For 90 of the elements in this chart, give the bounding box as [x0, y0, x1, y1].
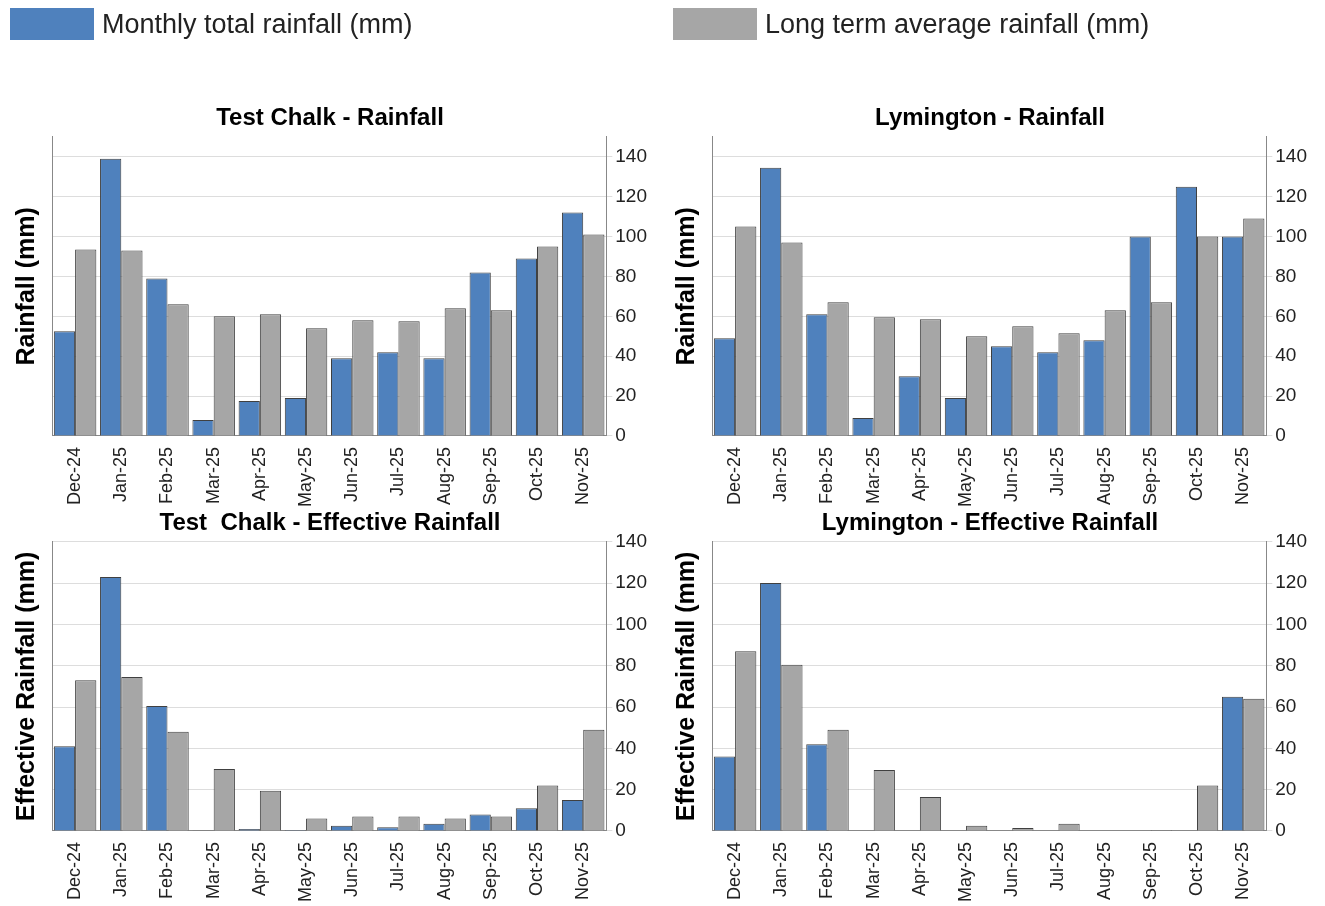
y-tick-label: 20	[615, 777, 637, 799]
y-tick-label: 60	[615, 695, 637, 717]
x-tick-label: Oct-25	[1185, 446, 1206, 502]
x-tick-label: Aug-25	[433, 841, 454, 901]
x-tick-label: Feb-25	[816, 446, 837, 505]
x-tick-label: Jul-25	[1047, 446, 1068, 497]
x-tick-label: Sep-25	[479, 446, 500, 506]
y-tick-label: 80	[615, 264, 637, 286]
y-tick-label: 100	[615, 224, 647, 246]
x-tick-label: Dec-24	[64, 446, 85, 506]
x-tick-label: Jun-25	[1001, 446, 1022, 503]
chart-title: Lymington - Rainfall	[875, 103, 1105, 131]
x-tick-label: Apr-25	[248, 841, 269, 897]
chart-title: Lymington - Effective Rainfall	[821, 508, 1159, 536]
y-tick-label: 120	[1275, 571, 1307, 593]
chart-title: Test Chalk - Rainfall	[216, 103, 444, 131]
y-tick-label: 80	[615, 653, 637, 675]
y-tick-label: 120	[615, 571, 647, 593]
y-tick-label: 0	[1275, 819, 1286, 841]
x-tick-label: Jan-25	[770, 841, 791, 898]
x-tick-label: Nov-25	[1232, 446, 1253, 506]
x-tick-label: Apr-25	[908, 446, 929, 502]
y-tick-label: 40	[615, 344, 637, 366]
y-axis-title: Rainfall (mm)	[10, 207, 39, 366]
x-tick-label: Jan-25	[110, 841, 131, 898]
x-tick-label: Nov-25	[572, 446, 593, 506]
y-tick-label: 80	[1275, 264, 1297, 286]
y-tick-label: 100	[1275, 612, 1307, 634]
y-tick-label: 60	[615, 304, 637, 326]
x-tick-label: Feb-25	[156, 841, 177, 900]
y-axis-title: Rainfall (mm)	[670, 207, 699, 366]
x-tick-label: Dec-24	[724, 841, 745, 901]
y-tick-label: 20	[615, 384, 637, 406]
y-tick-label: 120	[1275, 184, 1307, 206]
x-tick-label: Jan-25	[770, 446, 791, 503]
x-tick-label: Oct-25	[525, 446, 546, 502]
y-tick-label: 140	[1275, 144, 1307, 166]
x-tick-label: Mar-25	[862, 446, 883, 504]
x-tick-label: Apr-25	[908, 841, 929, 897]
x-tick-label: Aug-25	[1093, 841, 1114, 901]
x-tick-label: Mar-25	[202, 841, 223, 899]
x-tick-label: Dec-24	[724, 446, 745, 506]
x-tick-label: Mar-25	[862, 841, 883, 899]
x-tick-label: Jul-25	[1047, 841, 1068, 892]
x-tick-label: Oct-25	[525, 841, 546, 897]
x-tick-label: Aug-25	[1093, 446, 1114, 506]
y-axis-title: Effective Rainfall (mm)	[10, 551, 39, 822]
y-tick-label: 80	[1275, 653, 1297, 675]
x-tick-label: Nov-25	[1232, 841, 1253, 901]
x-tick-label: Sep-25	[479, 841, 500, 901]
x-tick-label: Jun-25	[341, 446, 362, 503]
x-tick-label: Aug-25	[433, 446, 454, 506]
y-tick-label: 140	[1275, 530, 1307, 552]
x-tick-label: Jan-25	[110, 446, 131, 503]
y-tick-label: 0	[1275, 424, 1286, 446]
y-tick-label: 40	[615, 736, 637, 758]
x-tick-label: Sep-25	[1139, 446, 1160, 506]
x-tick-label: Mar-25	[202, 446, 223, 504]
y-tick-label: 100	[615, 612, 647, 634]
x-tick-label: Nov-25	[572, 841, 593, 901]
x-tick-label: Sep-25	[1139, 841, 1160, 901]
legend-label: Long term average rainfall (mm)	[765, 8, 1150, 40]
legend-label: Monthly total rainfall (mm)	[102, 8, 413, 40]
y-tick-label: 120	[615, 184, 647, 206]
y-axis-title: Effective Rainfall (mm)	[670, 551, 699, 822]
x-tick-label: May-25	[955, 446, 976, 508]
y-tick-label: 20	[1275, 777, 1297, 799]
y-tick-label: 140	[615, 530, 647, 552]
chart-title: Test Chalk - Effective Rainfall	[159, 508, 501, 536]
y-tick-label: 60	[1275, 304, 1297, 326]
y-tick-label: 0	[615, 819, 626, 841]
x-tick-label: Jun-25	[1001, 841, 1022, 898]
x-tick-label: Feb-25	[156, 446, 177, 505]
y-tick-label: 0	[615, 424, 626, 446]
x-tick-label: Jul-25	[387, 841, 408, 892]
y-tick-label: 100	[1275, 224, 1307, 246]
x-tick-label: Dec-24	[64, 841, 85, 901]
x-tick-label: Oct-25	[1185, 841, 1206, 897]
x-tick-label: Feb-25	[816, 841, 837, 900]
y-tick-label: 40	[1275, 344, 1297, 366]
y-tick-label: 40	[1275, 736, 1297, 758]
y-tick-label: 60	[1275, 695, 1297, 717]
x-tick-label: Jul-25	[387, 446, 408, 497]
y-tick-label: 20	[1275, 384, 1297, 406]
x-tick-label: Apr-25	[248, 446, 269, 502]
x-tick-label: May-25	[295, 446, 316, 508]
x-tick-label: Jun-25	[341, 841, 362, 898]
y-tick-label: 140	[615, 144, 647, 166]
x-tick-label: May-25	[295, 841, 316, 903]
x-tick-label: May-25	[955, 841, 976, 903]
